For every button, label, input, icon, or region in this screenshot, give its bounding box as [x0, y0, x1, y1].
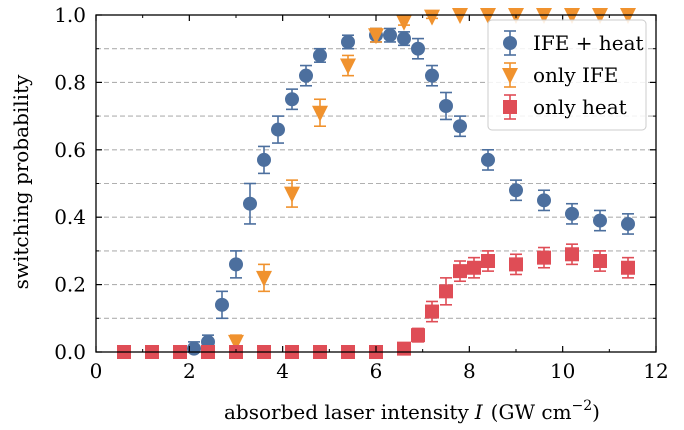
data-point — [593, 213, 607, 228]
data-point — [383, 28, 397, 43]
legend-label: only heat — [533, 95, 627, 119]
x-tick-label: 6 — [370, 359, 383, 383]
x-tick-label: 0 — [90, 359, 103, 383]
data-point — [453, 119, 467, 134]
x-tick-label: 4 — [276, 359, 289, 383]
y-tick-label: 0.6 — [54, 138, 86, 162]
data-point — [537, 193, 551, 208]
data-point — [592, 8, 608, 24]
legend-label: only IFE — [533, 63, 618, 87]
legend-item: IFE + heat — [503, 30, 644, 56]
x-tick-label: 2 — [183, 359, 196, 383]
x-axis-label-text: absorbed laser intensity — [224, 400, 469, 424]
x-axis-label: absorbed laser intensity I (GW cm−2) — [224, 398, 600, 424]
data-point — [397, 341, 411, 356]
x-axis-label-unit-exponent: −2 — [572, 398, 593, 414]
data-point — [509, 257, 523, 272]
data-point — [368, 28, 384, 45]
data-point — [257, 152, 271, 167]
y-tick-label: 0.8 — [54, 70, 86, 94]
data-point — [453, 264, 467, 279]
y-tick-label: 0.0 — [54, 340, 86, 364]
legend-box — [487, 19, 647, 131]
data-point — [565, 247, 579, 262]
data-point — [340, 58, 356, 75]
data-point — [285, 92, 299, 107]
data-point — [243, 196, 257, 211]
x-axis-label-symbol: I — [474, 400, 484, 424]
x-tick-label: 8 — [463, 359, 476, 383]
data-point — [341, 34, 355, 49]
legend-marker — [503, 36, 517, 50]
data-point — [480, 8, 496, 24]
data-point — [411, 41, 425, 56]
x-tick-label: 12 — [643, 359, 668, 383]
data-point — [215, 297, 229, 312]
data-point — [425, 68, 439, 83]
data-point — [481, 254, 495, 269]
y-axis-label: switching probability — [9, 74, 33, 289]
data-point — [313, 48, 327, 63]
data-point — [424, 9, 440, 26]
y-tick-label: 0.4 — [54, 205, 86, 229]
data-point — [299, 68, 313, 83]
x-tick-label: 10 — [550, 359, 575, 383]
data-point — [284, 186, 300, 203]
data-point — [621, 260, 635, 275]
y-tick-label: 1.0 — [54, 3, 86, 27]
data-point — [565, 206, 579, 221]
data-point — [228, 334, 244, 351]
data-point — [397, 31, 411, 46]
data-point — [536, 8, 552, 24]
legend-item: only IFE — [502, 62, 618, 88]
data-point — [621, 216, 635, 231]
data-point — [229, 257, 243, 272]
data-point — [593, 254, 607, 269]
data-point — [509, 183, 523, 198]
legend: IFE + heat only IFE only heat — [487, 19, 647, 131]
data-point — [312, 105, 328, 122]
axis-ticks: 0 2 4 6 8 10 12 0.0 0.2 0.4 0.6 0.8 1.0 — [54, 3, 669, 383]
data-point — [620, 8, 636, 24]
data-point — [537, 250, 551, 265]
data-point — [452, 8, 468, 24]
data-point — [481, 152, 495, 167]
data-point — [271, 122, 285, 137]
y-tick-label: 0.2 — [54, 273, 86, 297]
legend-marker — [503, 100, 517, 114]
legend-item: only heat — [503, 94, 627, 120]
x-axis-label-unit-close: ) — [592, 400, 600, 424]
data-point — [396, 14, 412, 31]
data-point — [439, 284, 453, 299]
legend-marker — [502, 68, 518, 84]
data-point — [411, 328, 425, 343]
data-point — [439, 98, 453, 113]
data-point — [564, 8, 580, 24]
data-point — [256, 270, 272, 287]
legend-label: IFE + heat — [533, 31, 644, 55]
data-point — [425, 304, 439, 319]
data-point — [467, 260, 481, 275]
x-axis-label-unit: (GW cm — [491, 400, 572, 424]
